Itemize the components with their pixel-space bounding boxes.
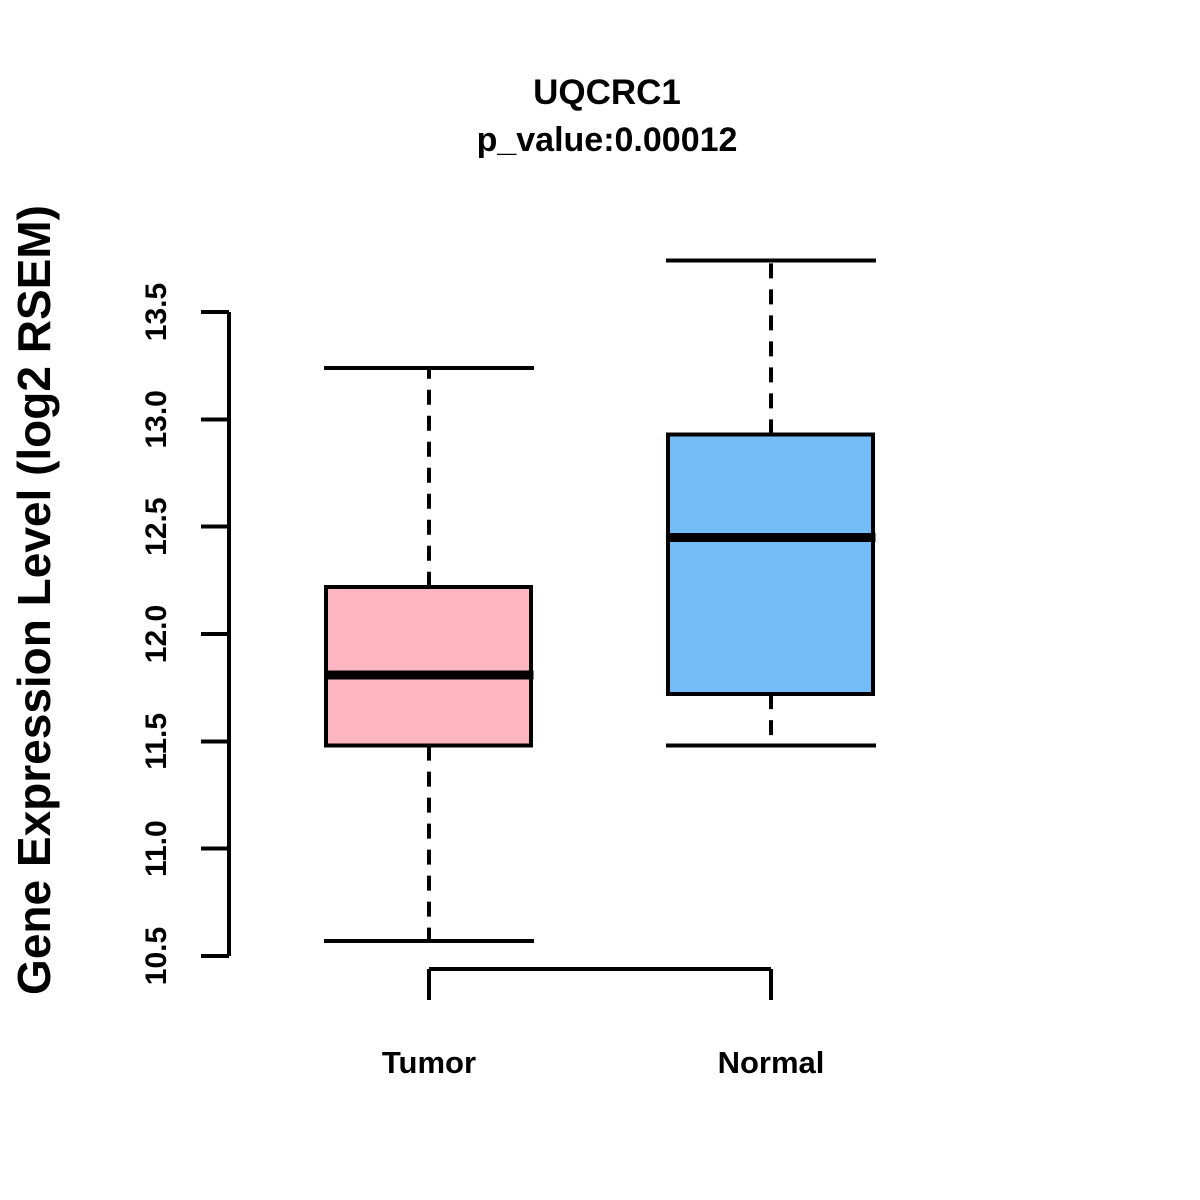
- x-category-label-normal: Normal: [718, 1045, 825, 1080]
- y-axis-tick-label: 12.5: [140, 497, 173, 555]
- iqr-box: [666, 432, 875, 697]
- y-axis-tick-label: 13.5: [140, 283, 173, 341]
- iqr-box: [324, 584, 533, 748]
- chart-title: UQCRC1: [533, 73, 681, 112]
- y-axis-tick-label: 11.0: [140, 820, 173, 877]
- chart-subtitle: p_value:0.00012: [477, 121, 738, 159]
- y-axis-label: Gene Expression Level (log2 RSEM): [8, 205, 60, 995]
- x-category-label-tumor: Tumor: [382, 1045, 476, 1080]
- boxplot-geometry: 10.5 11.0 11.5 12.0 12.5 13.0 13.5: [140, 258, 876, 1000]
- y-axis-tick-label: 13.0: [140, 390, 173, 448]
- y-axis-tick-label: 11.5: [140, 713, 173, 770]
- y-axis-tick-label: 12.0: [140, 605, 173, 663]
- y-axis-tick-label: 10.5: [140, 927, 173, 985]
